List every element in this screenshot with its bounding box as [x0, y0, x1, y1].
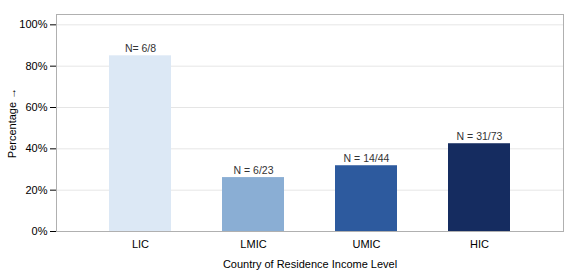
svg-text:N = 31/73: N = 31/73 — [457, 130, 503, 142]
svg-text:Percentage →: Percentage → — [6, 88, 18, 158]
svg-text:N = 6/23: N = 6/23 — [234, 164, 274, 176]
svg-text:100%: 100% — [19, 18, 47, 30]
svg-text:Country of Residence Income Le: Country of Residence Income Level — [223, 258, 397, 270]
svg-text:20%: 20% — [25, 184, 47, 196]
svg-text:N= 6/8: N= 6/8 — [125, 42, 156, 54]
svg-text:HIC: HIC — [470, 238, 489, 250]
svg-text:60%: 60% — [25, 101, 47, 113]
svg-text:80%: 80% — [25, 60, 47, 72]
svg-text:UMIC: UMIC — [352, 238, 380, 250]
svg-text:0%: 0% — [32, 225, 48, 237]
svg-text:N = 14/44: N = 14/44 — [344, 152, 390, 164]
svg-text:LIC: LIC — [132, 238, 149, 250]
svg-text:LMIC: LMIC — [240, 238, 266, 250]
svg-text:40%: 40% — [25, 142, 47, 154]
